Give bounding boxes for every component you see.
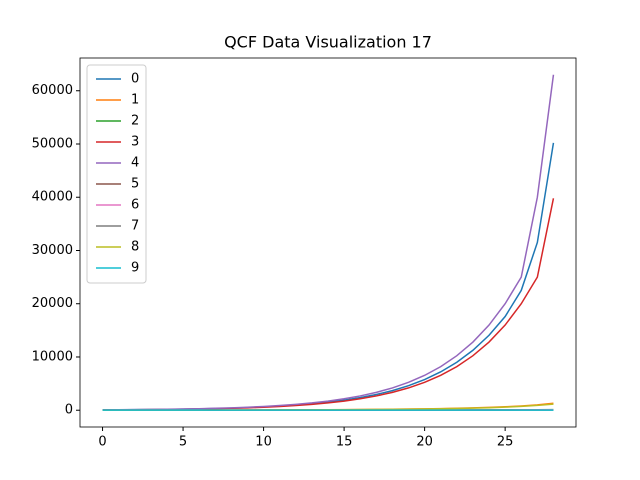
legend-label: 6	[131, 198, 139, 213]
chart-title: QCF Data Visualization 17	[224, 33, 432, 52]
legend-box	[86, 64, 147, 284]
x-tick-label: 20	[416, 435, 433, 450]
y-tick-label: 30000	[32, 243, 73, 258]
legend-label: 2	[131, 114, 139, 129]
legend-label: 9	[131, 261, 139, 276]
line	[102, 74, 555, 411]
y-tick-label: 10000	[32, 349, 73, 364]
y-tick-label: 20000	[32, 296, 73, 311]
y-tick-label: 40000	[32, 190, 73, 205]
legend-label: 1	[131, 93, 139, 108]
x-tick-label: 25	[497, 435, 514, 450]
legend-label: 5	[131, 177, 139, 192]
x-tick-label: 5	[179, 435, 187, 450]
x-tick-label: 15	[336, 435, 353, 450]
x-tick-label: 0	[98, 435, 106, 450]
legend-label: 7	[131, 219, 139, 234]
y-tick-label: 50000	[32, 136, 73, 151]
y-tick-label: 0	[65, 403, 73, 418]
legend-label: 4	[131, 156, 139, 171]
x-tick-label: 10	[255, 435, 272, 450]
legend-label: 0	[131, 72, 139, 87]
legend-label: 8	[131, 240, 139, 255]
legend-label: 3	[131, 135, 139, 150]
y-tick-label: 60000	[32, 83, 73, 98]
plot-frame	[79, 57, 577, 428]
